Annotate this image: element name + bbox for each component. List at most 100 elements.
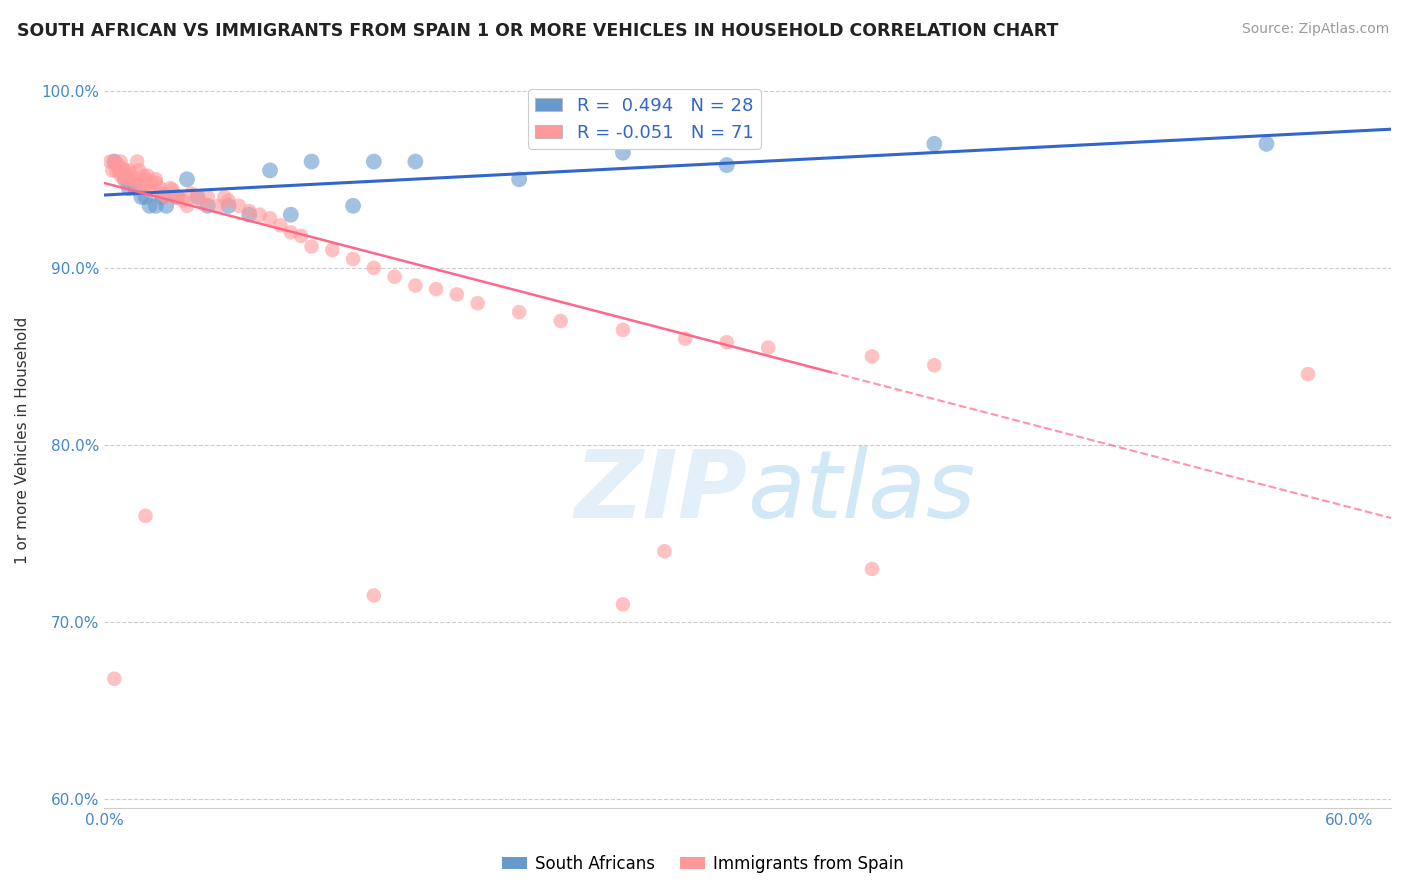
Point [124, 172, 146, 186]
Point [1256, 136, 1278, 151]
Point [467, 296, 489, 310]
Point [673, 332, 696, 346]
Point [166, 190, 188, 204]
Point [115, 169, 138, 183]
Point [612, 323, 634, 337]
Point [155, 190, 177, 204]
Point [342, 199, 364, 213]
Point [860, 562, 883, 576]
Point [218, 199, 240, 213]
Point [280, 226, 302, 240]
Point [128, 163, 150, 178]
Legend: South Africans, Immigrants from Spain: South Africans, Immigrants from Spain [495, 848, 911, 880]
Point [118, 163, 141, 178]
Y-axis label: 1 or more Vehicles in Household: 1 or more Vehicles in Household [15, 317, 30, 564]
Point [612, 598, 634, 612]
Point [111, 161, 134, 176]
Point [301, 239, 323, 253]
Point [124, 176, 146, 190]
Point [550, 314, 572, 328]
Point [508, 172, 530, 186]
Point [98, 154, 121, 169]
Point [118, 181, 141, 195]
Point [141, 176, 163, 190]
Point [384, 269, 406, 284]
Point [124, 181, 146, 195]
Point [321, 243, 343, 257]
Point [186, 190, 208, 204]
Point [134, 179, 156, 194]
Point [138, 199, 160, 213]
Point [249, 208, 271, 222]
Point [259, 163, 281, 178]
Point [924, 136, 946, 151]
Point [207, 199, 229, 213]
Point [159, 181, 181, 195]
Point [131, 190, 153, 204]
Point [404, 154, 426, 169]
Text: atlas: atlas [748, 447, 976, 538]
Point [280, 208, 302, 222]
Point [756, 341, 779, 355]
Point [238, 204, 260, 219]
Text: ZIP: ZIP [575, 446, 748, 538]
Text: SOUTH AFRICAN VS IMMIGRANTS FROM SPAIN 1 OR MORE VEHICLES IN HOUSEHOLD CORRELATI: SOUTH AFRICAN VS IMMIGRANTS FROM SPAIN 1… [17, 22, 1059, 40]
Point [155, 199, 177, 213]
Point [134, 190, 156, 204]
Point [114, 172, 136, 186]
Point [214, 190, 236, 204]
Point [180, 186, 202, 201]
Point [103, 154, 125, 169]
Point [131, 176, 153, 190]
Point [404, 278, 426, 293]
Point [1296, 367, 1319, 381]
Point [149, 181, 172, 195]
Point [167, 190, 190, 204]
Point [301, 154, 323, 169]
Point [166, 190, 188, 204]
Point [228, 199, 250, 213]
Point [342, 252, 364, 266]
Point [145, 176, 167, 190]
Point [107, 163, 129, 178]
Point [176, 199, 198, 213]
Point [105, 163, 128, 178]
Point [101, 163, 124, 178]
Point [110, 163, 132, 178]
Point [363, 154, 385, 169]
Text: Source: ZipAtlas.com: Source: ZipAtlas.com [1241, 22, 1389, 37]
Point [716, 335, 738, 350]
Point [127, 154, 149, 169]
Point [110, 169, 132, 183]
Point [924, 358, 946, 372]
Point [612, 145, 634, 160]
Point [363, 260, 385, 275]
Point [150, 190, 173, 204]
Point [363, 589, 385, 603]
Point [176, 172, 198, 186]
Point [197, 199, 219, 213]
Point [120, 167, 142, 181]
Point [145, 172, 167, 186]
Point [132, 169, 155, 183]
Point [446, 287, 468, 301]
Point [238, 208, 260, 222]
Point [114, 163, 136, 178]
Point [118, 172, 141, 186]
Point [162, 183, 184, 197]
Point [193, 197, 215, 211]
Point [138, 183, 160, 197]
Point [508, 305, 530, 319]
Point [186, 190, 208, 204]
Point [269, 219, 291, 233]
Point [654, 544, 676, 558]
Point [107, 158, 129, 172]
Point [218, 194, 240, 208]
Point [103, 672, 125, 686]
Point [136, 169, 159, 183]
Point [103, 154, 125, 169]
Point [425, 282, 447, 296]
Point [145, 199, 167, 213]
Point [290, 229, 312, 244]
Point [114, 172, 136, 186]
